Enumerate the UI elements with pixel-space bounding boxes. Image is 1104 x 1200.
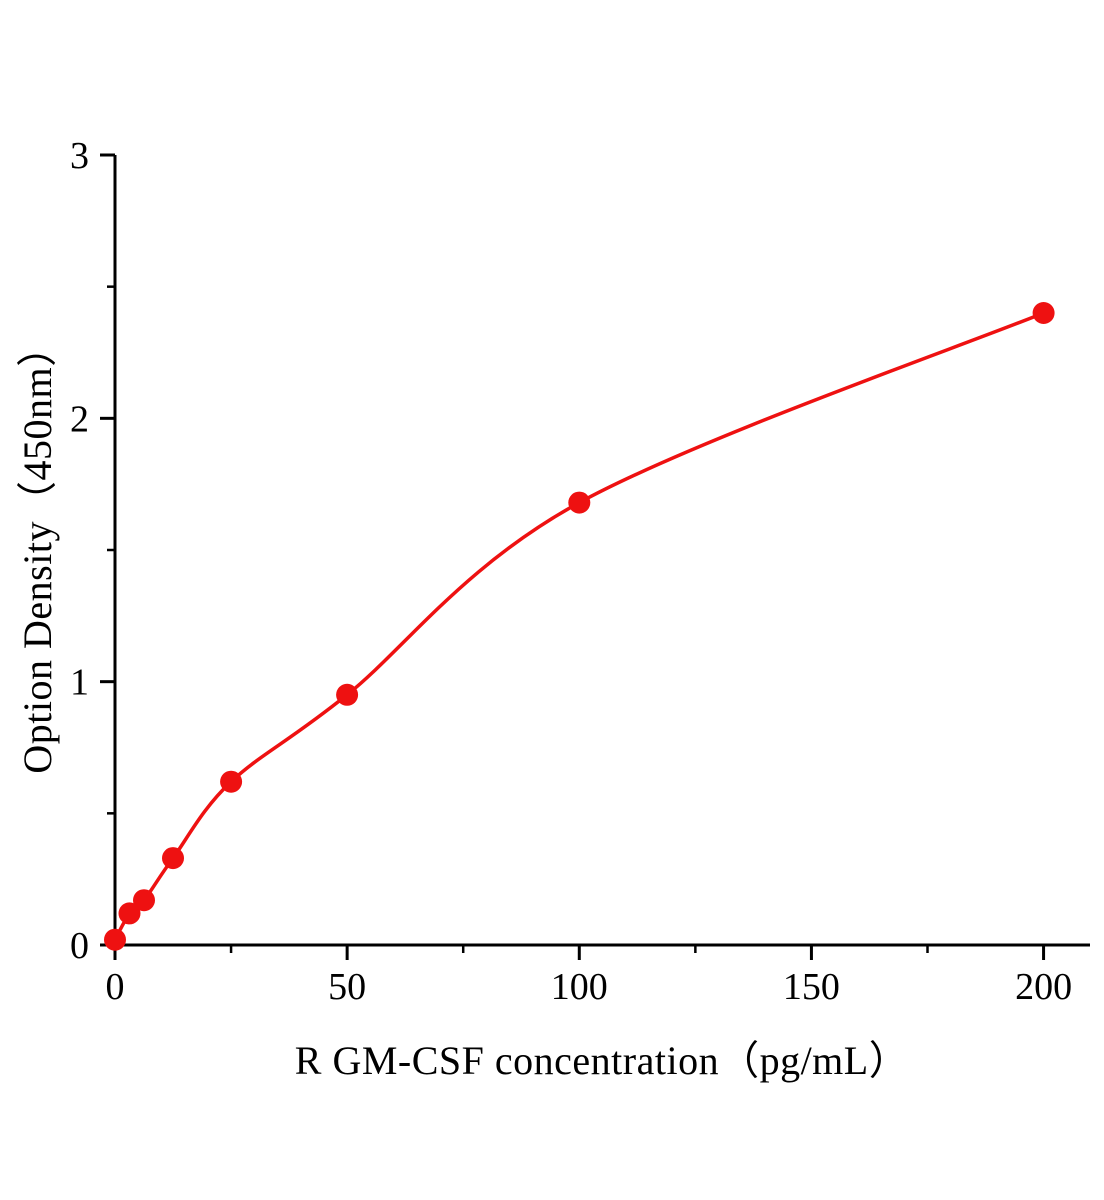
data-point-marker [220,770,243,793]
x-tick-label: 150 [783,966,840,1008]
y-tick-label: 3 [70,135,89,177]
data-point-marker [118,902,141,925]
y-tick-label: 0 [70,925,89,967]
y-tick-label: 1 [70,662,89,704]
x-tick-label: 100 [551,966,608,1008]
data-point-marker [568,491,591,514]
data-point-marker [162,847,184,870]
x-axis-title: R GM-CSF concentration（pg/mL） [294,1038,910,1083]
data-point-marker [1032,302,1055,324]
y-tick-label: 2 [70,398,89,440]
x-tick-label: 200 [1015,966,1072,1008]
data-point-marker [104,928,126,951]
data-point-marker [133,889,155,912]
y-axis-title: Option Density（450nm） [15,326,60,774]
x-tick-label: 0 [106,966,125,1008]
standard-curve-line [113,311,1046,942]
x-tick-label: 50 [328,966,366,1008]
data-point-marker [336,683,359,706]
